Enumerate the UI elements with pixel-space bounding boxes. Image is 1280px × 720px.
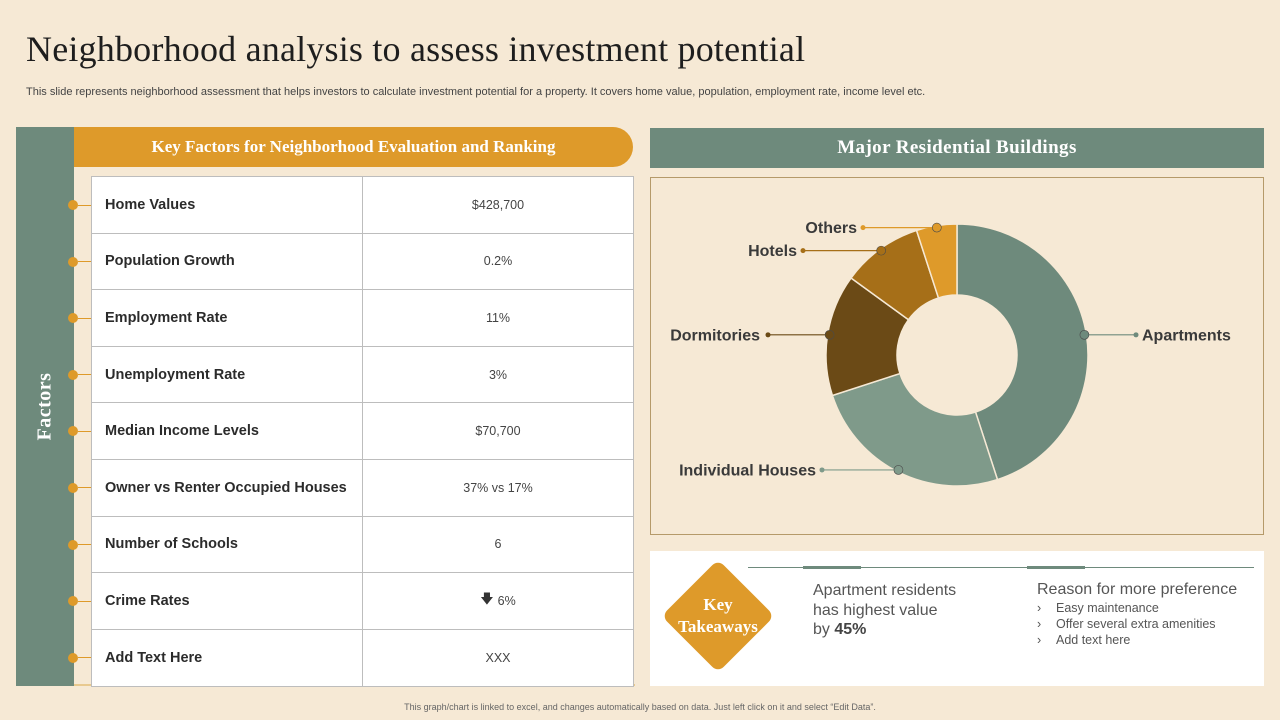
leader-dot-icon (1079, 330, 1090, 340)
factors-table: Home Values $428,700 Population Growth 0… (91, 176, 634, 688)
factor-value: $70,700 (475, 424, 521, 439)
divider-accent (1027, 566, 1085, 569)
slice-label: Apartments (1142, 327, 1231, 344)
factor-value: 3% (488, 367, 508, 382)
pie-slice-individual-houses (831, 372, 999, 487)
factor-value: XXX (485, 651, 511, 666)
key-takeaways-badge: Key Takeaways (661, 559, 775, 673)
takeaway-reason-title: Reason for more preference (1037, 581, 1238, 598)
donut-chart: Apartments Individual Houses Dormitories Ho… (670, 220, 1231, 487)
table-row: Median Income Levels $70,700 (92, 403, 633, 460)
bullet-dot-icon (68, 482, 78, 493)
takeaway-reason-list: › Easy maintenance › Offer several extra a… (1037, 600, 1216, 648)
slice-label: Others (805, 220, 857, 237)
bullet-dot-icon (68, 313, 78, 324)
factor-label: Crime Rates (92, 573, 363, 629)
factor-value: 11% (485, 310, 511, 325)
factor-label: Median Income Levels (92, 403, 363, 459)
table-row: Owner vs Renter Occupied Houses 37% vs 1… (92, 459, 633, 517)
list-item: › Add text here (1037, 633, 1131, 647)
divider (748, 567, 1254, 568)
factor-label: Home Values (92, 177, 363, 233)
factor-label: Employment Rate (92, 290, 363, 346)
table-row: Population Growth 0.2% (92, 233, 633, 291)
factor-value: $428,700 (471, 197, 525, 212)
factor-label: Number of Schools (92, 516, 363, 573)
table-row: Number of Schools 6 (92, 516, 633, 574)
bullet-dot-icon (68, 539, 78, 550)
table-row: Unemployment Rate 3% (92, 346, 633, 404)
factors-side-band (16, 127, 74, 686)
leader-dot-icon (824, 330, 835, 340)
slice-label: Hotels (748, 243, 797, 260)
leader-end-dot-icon (765, 332, 771, 338)
page-subtitle: This slide represents neighborhood asses… (26, 86, 926, 98)
bullet-dot-icon (68, 596, 78, 607)
chart-header: Major Residential Buildings (650, 128, 1264, 168)
takeaway-summary: Apartment residents has highest value by… (813, 582, 957, 638)
list-item: › Easy maintenance (1037, 601, 1159, 615)
factor-label: Population Growth (92, 233, 363, 290)
table-row: Employment Rate 11% (92, 290, 633, 347)
table-row: Home Values $428,700 (92, 177, 633, 234)
row-markers (60, 176, 92, 685)
pie-slice-apartments (956, 223, 1089, 481)
factor-value: 0.2% (483, 254, 513, 269)
footer-note: This graph/chart is linked to excel, and… (404, 702, 876, 712)
factor-label: Owner vs Renter Occupied Houses (92, 459, 363, 516)
factor-value: 🡇 6% (363, 573, 633, 629)
leader-dot-icon (893, 465, 904, 475)
factor-value: 37% vs 17% (463, 480, 533, 495)
table-row: Add Text Here XXX (92, 629, 633, 687)
leader-dot-icon (932, 222, 942, 233)
slice-label: Individual Houses (679, 462, 816, 479)
page-title: Neighborhood analysis to assess investme… (26, 29, 806, 69)
leader-end-dot-icon (860, 225, 866, 231)
slice-label: Dormitories (670, 327, 760, 344)
bullet-dot-icon (68, 200, 78, 210)
factor-label: Add Text Here (92, 629, 363, 687)
chevron-right-icon: › (1037, 601, 1042, 615)
bullet-dot-icon (68, 369, 78, 380)
arrow-down-icon: 🡇 (480, 590, 494, 606)
table-row: Crime Rates 🡇 6% (92, 573, 633, 630)
factor-value: 6 (494, 537, 502, 552)
factors-header: Key Factors for Neighborhood Evaluation … (74, 127, 633, 167)
divider-accent (803, 566, 861, 569)
bullet-dot-icon (68, 256, 78, 267)
bullet-dot-icon (68, 426, 78, 437)
list-item: › Offer several extra amenities (1037, 617, 1216, 631)
leader-end-dot-icon (800, 248, 806, 254)
chevron-right-icon: › (1037, 617, 1042, 631)
factor-label: Unemployment Rate (92, 346, 363, 403)
leader-end-dot-icon (1133, 332, 1139, 338)
leader-dot-icon (876, 245, 886, 256)
leader-end-dot-icon (819, 467, 825, 473)
bullet-dot-icon (68, 652, 78, 663)
chevron-right-icon: › (1037, 633, 1042, 647)
